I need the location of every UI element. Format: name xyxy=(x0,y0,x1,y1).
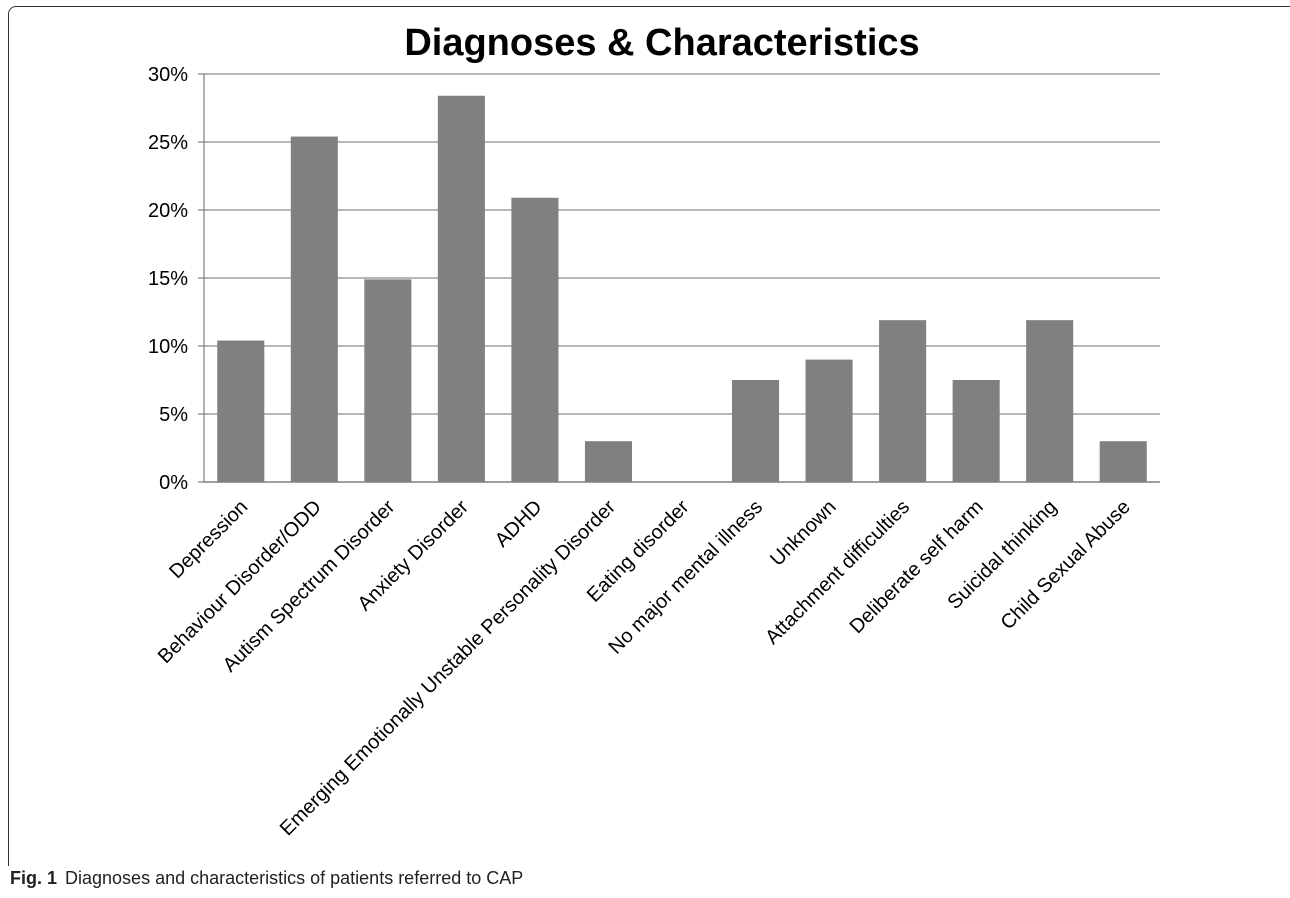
x-tick-label: Child Sexual Abuse xyxy=(997,496,1135,634)
x-tick-label: Attachment difficulties xyxy=(761,496,914,649)
y-tick-label: 25% xyxy=(148,132,188,154)
bar xyxy=(511,197,559,482)
y-tick-label: 30% xyxy=(148,64,188,86)
bar xyxy=(1099,441,1147,482)
bar xyxy=(732,380,780,482)
y-tick-label: 0% xyxy=(159,472,188,494)
caption-text: Diagnoses and characteristics of patient… xyxy=(65,868,524,888)
bars xyxy=(217,95,1147,482)
bar xyxy=(805,359,853,482)
bar xyxy=(584,441,632,482)
figure-frame xyxy=(8,6,1290,866)
y-tick-label: 10% xyxy=(148,336,188,358)
bar xyxy=(437,95,485,482)
y-tick-label: 5% xyxy=(159,404,188,426)
y-tick-label: 20% xyxy=(148,200,188,222)
bar xyxy=(879,320,927,482)
x-tick-label: Unknown xyxy=(766,496,841,571)
bar xyxy=(290,136,338,482)
y-tick-label: 15% xyxy=(148,268,188,290)
y-tick-labels: 0% 5% 10% 15% 20% 25% 30% xyxy=(148,64,188,494)
figure-caption: Fig. 1 Diagnoses and characteristics of p… xyxy=(10,868,523,889)
caption-label: Fig. 1 xyxy=(10,868,58,888)
bar xyxy=(1026,320,1074,482)
chart-title: Diagnoses & Characteristics xyxy=(404,22,919,64)
bar xyxy=(217,340,265,482)
x-tick-label: ADHD xyxy=(491,496,547,552)
x-tick-label: Emerging Emotionally Unstable Personalit… xyxy=(276,496,620,840)
x-tick-label: Deliberate self harm xyxy=(846,496,988,638)
bar xyxy=(364,279,412,482)
grid-lines xyxy=(198,73,1160,483)
x-tick-label: No major mental illness xyxy=(605,496,768,659)
bar xyxy=(952,380,1000,482)
